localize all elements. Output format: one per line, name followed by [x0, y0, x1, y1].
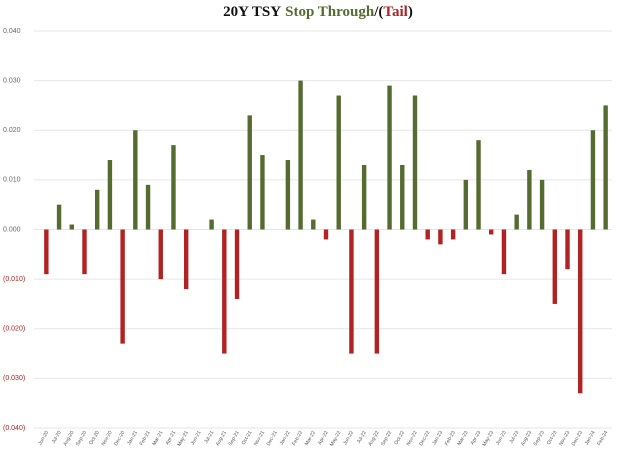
title-part: Stop Through	[285, 4, 375, 20]
bar	[209, 219, 214, 230]
bar	[552, 229, 557, 304]
bar	[120, 229, 125, 344]
bar	[311, 219, 316, 230]
y-tick-label: 0.020	[3, 127, 21, 134]
y-tick-label: 0.040	[3, 28, 21, 35]
bar	[489, 229, 494, 235]
title-part: 20Y TSY	[223, 4, 281, 20]
y-tick-label: (0.040)	[3, 425, 25, 432]
y-tick-label: (0.030)	[3, 375, 25, 382]
bar	[56, 204, 62, 230]
bar	[82, 229, 87, 275]
bar	[298, 80, 303, 230]
bar	[578, 229, 583, 394]
bar	[336, 95, 341, 230]
bar	[603, 105, 608, 230]
bar	[260, 155, 265, 230]
bar	[450, 229, 456, 240]
bar	[234, 229, 240, 299]
bar	[349, 229, 354, 354]
bar	[361, 164, 367, 230]
title-part: /(	[373, 4, 383, 20]
y-tick-label: 0.010	[3, 177, 21, 184]
y-tick-label: 0.030	[3, 77, 21, 84]
bar	[527, 169, 532, 230]
bar	[44, 229, 49, 275]
bar	[476, 140, 481, 230]
y-tick-label: 0.000	[3, 226, 21, 233]
bar	[171, 145, 176, 230]
bar	[438, 229, 443, 245]
bar	[412, 95, 418, 230]
bar	[107, 160, 113, 230]
bar	[145, 184, 151, 230]
bar	[69, 224, 74, 230]
bar	[590, 130, 596, 230]
y-tick-label: (0.020)	[3, 326, 25, 333]
bar	[387, 85, 392, 230]
bar	[463, 179, 469, 230]
chart-title: 20Y TSY Stop Through/(Tail)	[223, 4, 413, 20]
bar	[158, 229, 163, 280]
bar	[425, 229, 430, 240]
bar	[247, 115, 252, 230]
bar	[539, 179, 545, 230]
bar	[133, 130, 138, 230]
title-part: )	[408, 4, 413, 20]
bar	[222, 229, 227, 354]
bar	[514, 214, 519, 230]
bar	[95, 189, 100, 230]
bar	[374, 229, 380, 354]
bar	[183, 229, 189, 290]
title-part: Tail	[383, 4, 407, 20]
bar	[285, 160, 291, 230]
bar	[323, 229, 329, 240]
y-tick-label: (0.010)	[3, 276, 25, 283]
bar	[400, 164, 405, 230]
bar	[565, 229, 570, 270]
bar	[501, 229, 507, 275]
